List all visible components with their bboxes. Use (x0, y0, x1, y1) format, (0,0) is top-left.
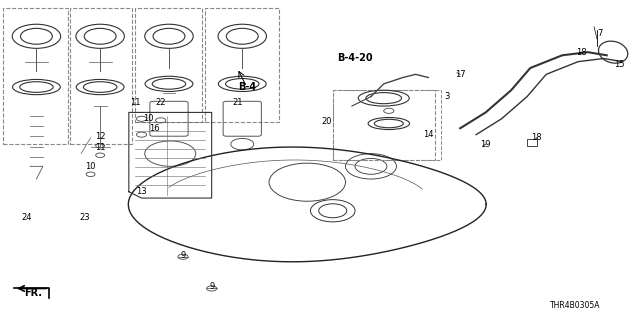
Text: 12: 12 (95, 132, 106, 141)
Bar (333, 90, 441, 160)
Text: THR4B0305A: THR4B0305A (550, 301, 600, 310)
Text: 15: 15 (614, 60, 625, 69)
Text: 22: 22 (156, 99, 166, 108)
Text: 18: 18 (531, 133, 542, 142)
Text: 11: 11 (130, 99, 140, 108)
Text: 20: 20 (321, 117, 332, 126)
Text: 18: 18 (576, 48, 587, 57)
Bar (333, 90, 435, 160)
Text: 19: 19 (481, 140, 491, 148)
Text: 21: 21 (232, 99, 243, 108)
Text: 14: 14 (423, 130, 433, 139)
Text: B-4-20: B-4-20 (337, 53, 373, 63)
Text: 10: 10 (143, 114, 153, 123)
Text: FR.: FR. (24, 288, 42, 298)
Text: 24: 24 (22, 212, 32, 222)
Text: 16: 16 (149, 124, 159, 133)
Text: 23: 23 (79, 212, 90, 222)
Bar (135, 8, 202, 122)
Text: 7: 7 (598, 28, 603, 38)
Text: 13: 13 (136, 187, 147, 196)
Bar (205, 8, 278, 122)
Bar (3, 8, 68, 144)
Text: 9: 9 (180, 251, 186, 260)
Bar (70, 8, 132, 144)
Bar (527, 140, 537, 146)
Text: B-4: B-4 (237, 82, 256, 92)
Text: 9: 9 (209, 282, 214, 292)
Text: 11: 11 (95, 143, 106, 152)
Text: 3: 3 (445, 92, 450, 101)
Text: 10: 10 (85, 162, 96, 171)
Text: 17: 17 (455, 70, 465, 79)
